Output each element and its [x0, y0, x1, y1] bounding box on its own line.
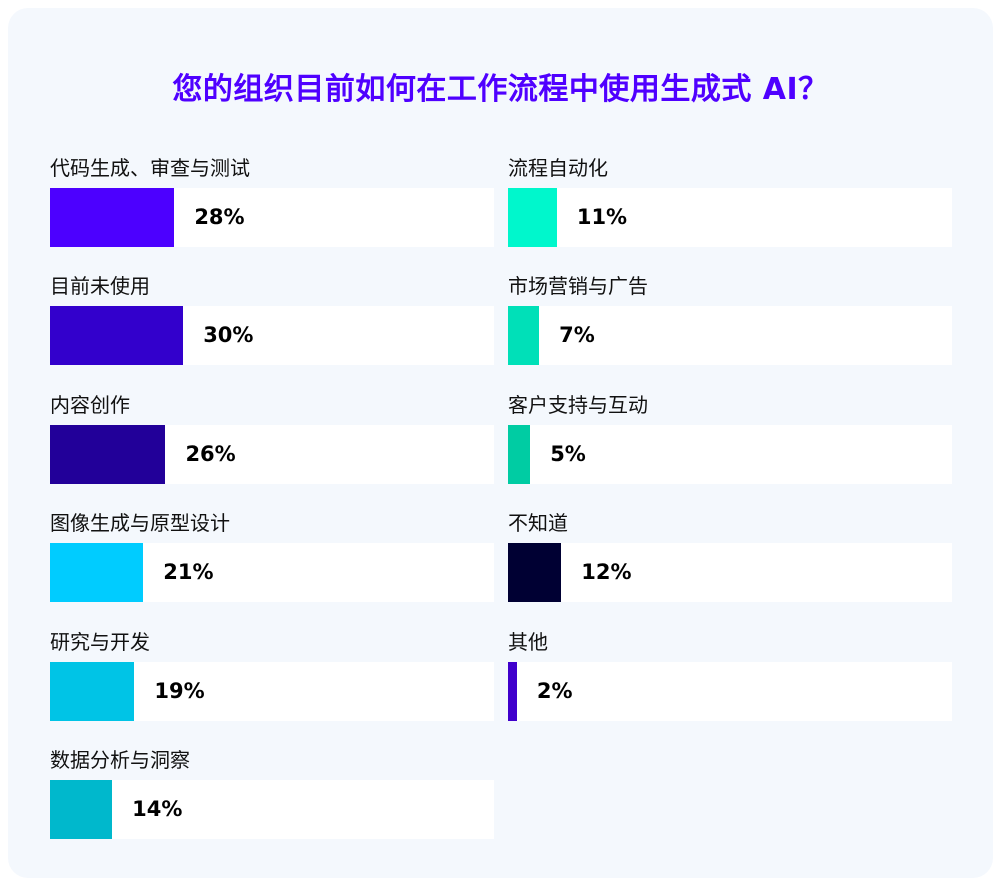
bar-value-label: 30%: [203, 323, 254, 348]
bar-track: 11%: [508, 188, 952, 247]
bar: [508, 543, 562, 603]
bar: [50, 661, 135, 721]
bar: [50, 424, 166, 484]
bar-track: 7%: [508, 306, 952, 366]
bar-item: 数据分析与洞察 14%: [50, 746, 494, 839]
bar-track: 12%: [508, 543, 952, 603]
bar-track: 21%: [50, 543, 494, 603]
bar-item: 市场营销与广告 7%: [508, 272, 952, 366]
bar-track: 30%: [50, 306, 494, 366]
bar-label: 图像生成与原型设计: [50, 511, 230, 536]
bar-value-label: 19%: [154, 678, 205, 703]
bar: [508, 424, 531, 484]
bar-value-label: 12%: [581, 560, 632, 585]
bar-track: 26%: [50, 424, 494, 484]
bar: [50, 543, 144, 603]
bar-label: 流程自动化: [508, 156, 608, 180]
bar-value-label: 21%: [163, 560, 214, 585]
bar-item: 不知道 12%: [508, 509, 952, 603]
bar-track: 14%: [50, 780, 494, 839]
bar-item: 研究与开发 19%: [50, 628, 494, 721]
bar: [50, 306, 184, 366]
bar: [50, 188, 175, 247]
bar: [508, 306, 540, 366]
bar: [508, 188, 557, 247]
bar-item: 其他 2%: [508, 628, 952, 721]
bar-item: 客户支持与互动 5%: [508, 391, 952, 484]
bar-label: 市场营销与广告: [508, 274, 648, 299]
bar-value-label: 2%: [536, 678, 573, 703]
chart-card: 您的组织目前如何在工作流程中使用生成式 AI？ 代码生成、审查与测试 28% 目前未…: [8, 8, 993, 878]
bar-item: 代码生成、审查与测试 28%: [50, 154, 494, 247]
bar-value-label: 11%: [576, 205, 628, 229]
bar-value-label: 14%: [132, 797, 183, 821]
bar: [508, 661, 517, 721]
bar-item: 内容创作 26%: [50, 391, 494, 484]
bar-item: 图像生成与原型设计 21%: [50, 509, 494, 603]
bar-track: 2%: [508, 661, 952, 721]
chart-title: 您的组织目前如何在工作流程中使用生成式 AI？: [172, 72, 829, 107]
bar-track: 19%: [50, 661, 494, 721]
bar-label: 代码生成、审查与测试: [50, 156, 250, 180]
bar-label: 其他: [508, 629, 548, 654]
bar-value-label: 26%: [185, 441, 236, 466]
bar-item: 流程自动化 11%: [508, 154, 952, 247]
bar-label: 内容创作: [50, 392, 130, 417]
bar-label: 客户支持与互动: [508, 392, 648, 417]
bar-item: 目前未使用 30%: [50, 272, 494, 366]
bar-value-label: 7%: [559, 323, 595, 348]
bar-value-label: 5%: [550, 441, 586, 466]
bar-value-label: 28%: [194, 205, 245, 229]
bar: [50, 780, 113, 839]
bar-label: 目前未使用: [50, 274, 150, 299]
bar-label: 研究与开发: [50, 629, 150, 654]
bar-track: 28%: [50, 188, 494, 247]
bar-label: 不知道: [508, 511, 568, 536]
bar-label: 数据分析与洞察: [50, 748, 190, 772]
bar-track: 5%: [508, 424, 952, 484]
